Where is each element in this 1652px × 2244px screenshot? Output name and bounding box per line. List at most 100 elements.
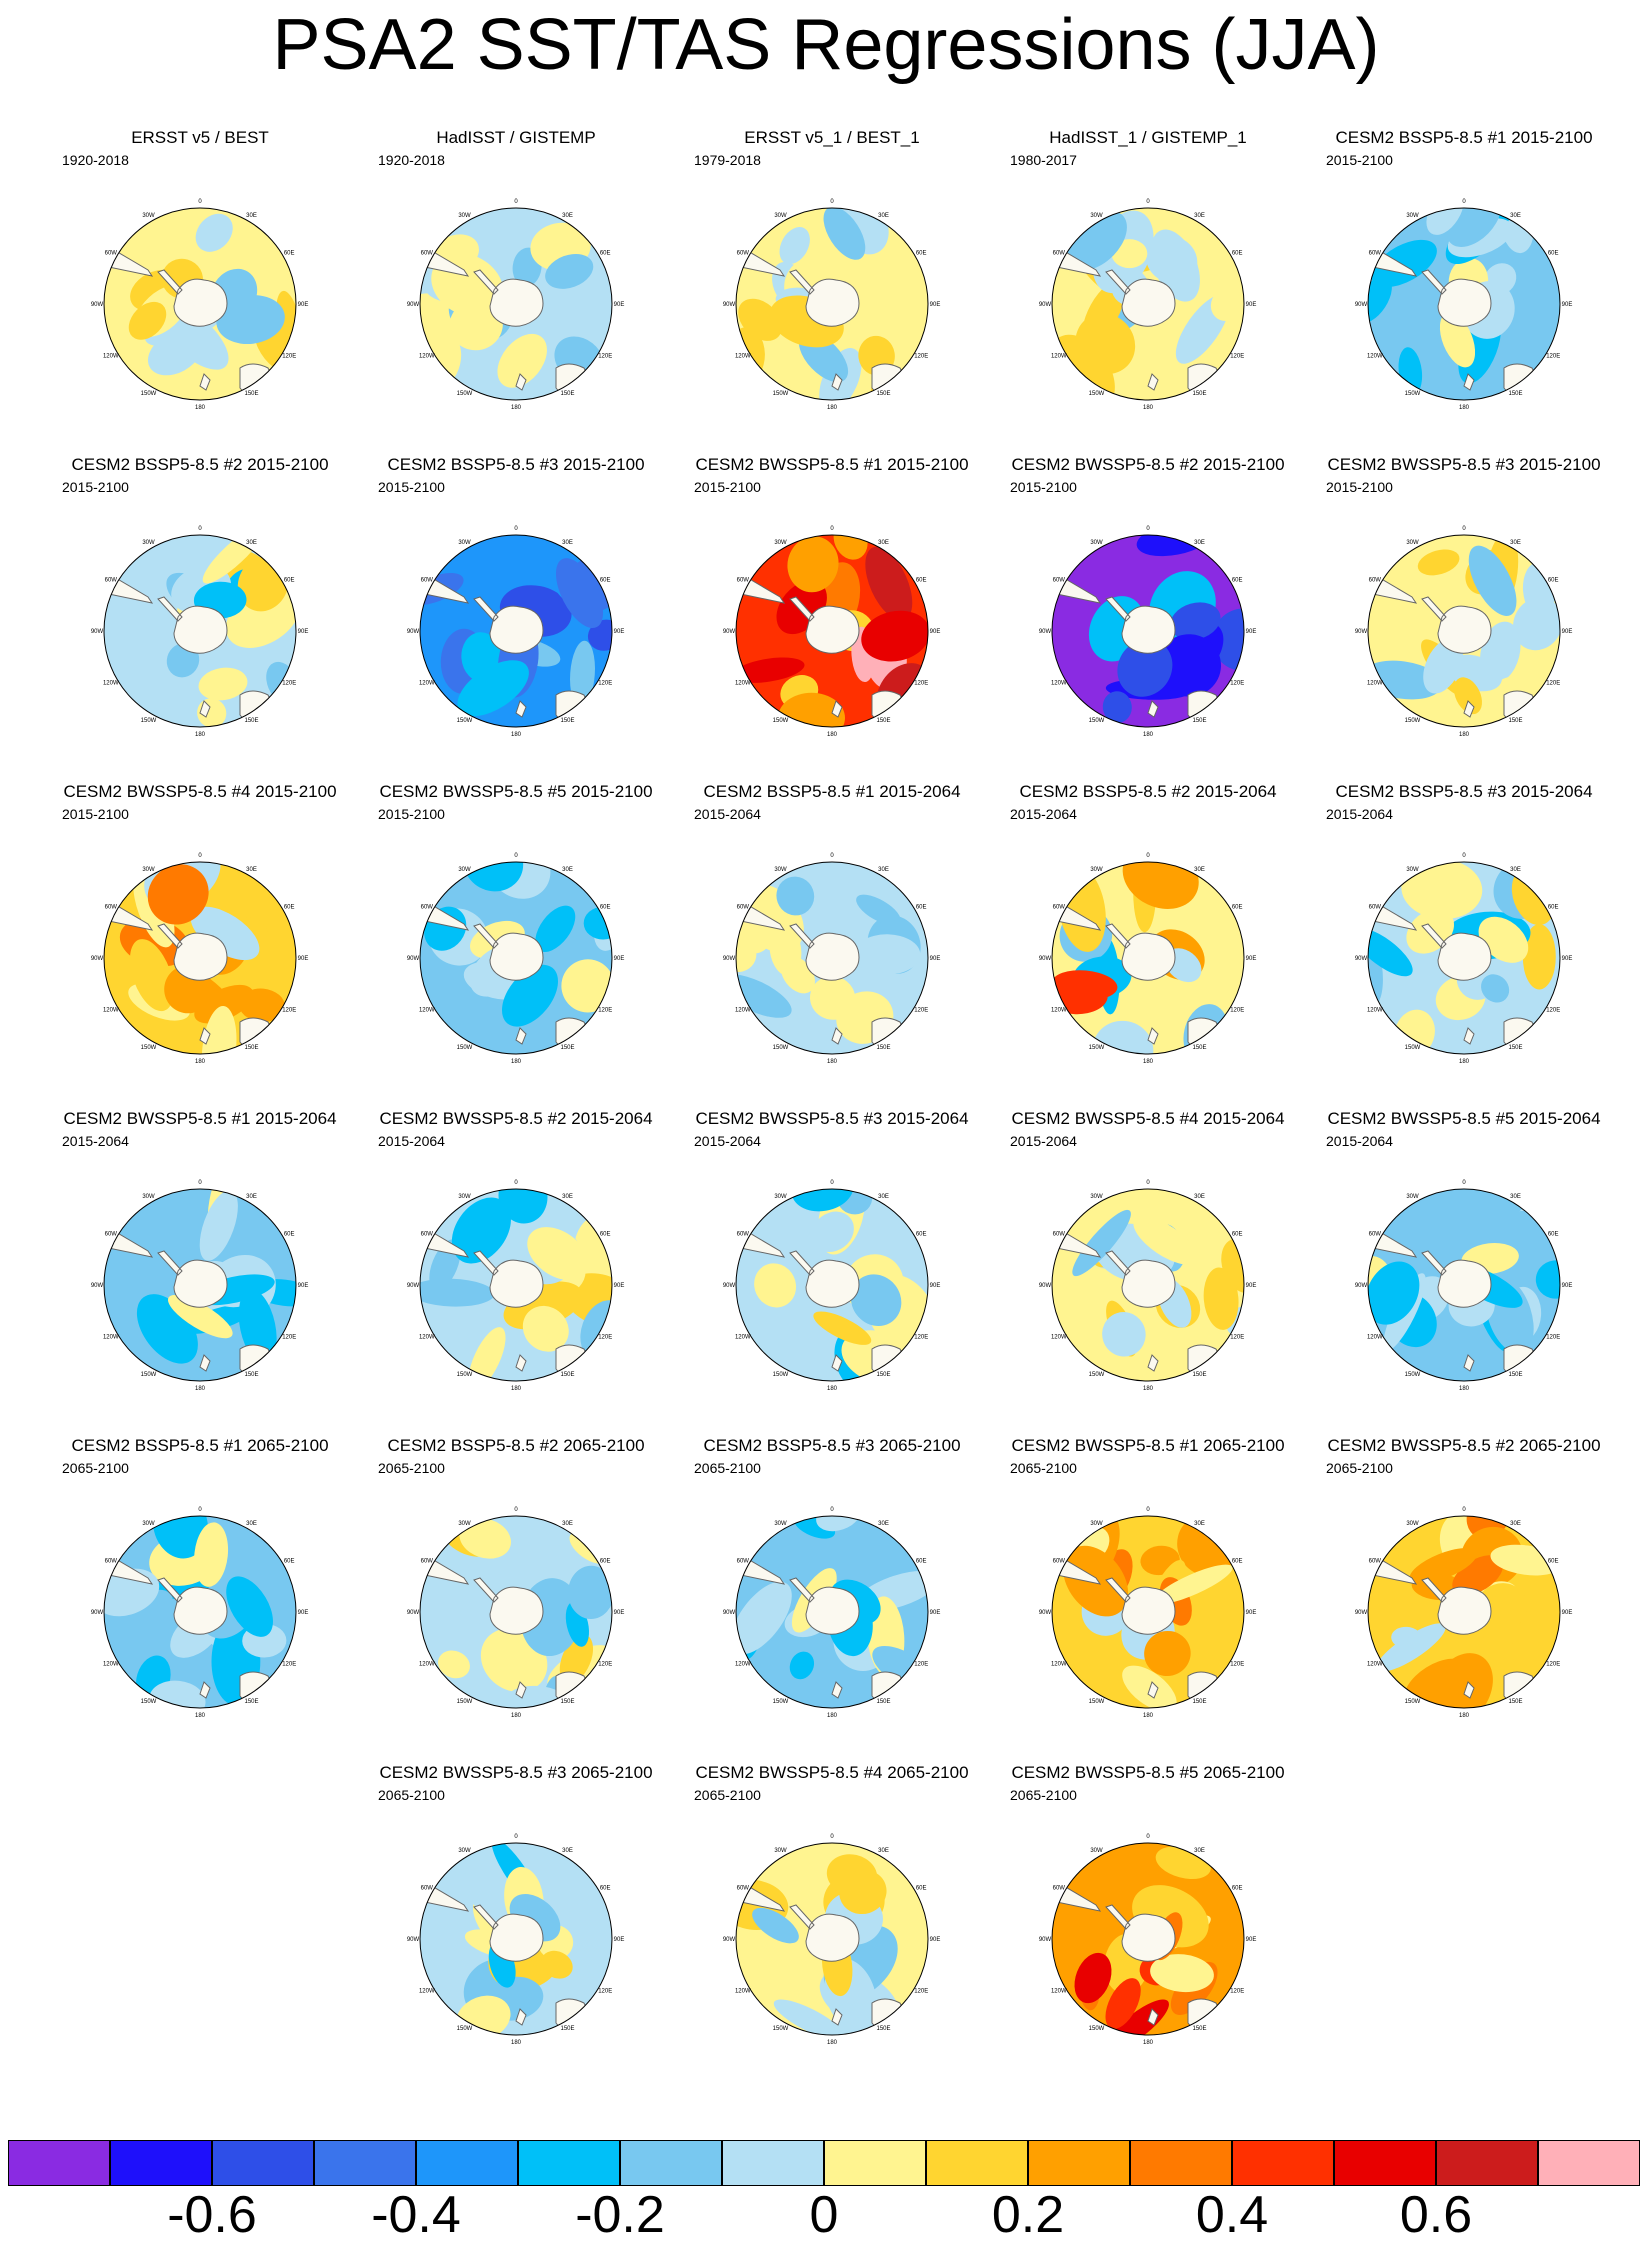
polar-map: 0 30E 60E 90E 120E 150E 180 150W 120W 90W 60W 30W: [723, 1180, 941, 1392]
longitude-label: 120E: [1546, 681, 1560, 687]
longitude-label: 0: [198, 199, 202, 205]
longitude-label: 150W: [141, 718, 157, 724]
antarctica-landmass: [473, 596, 544, 654]
longitude-label: 120E: [598, 1008, 612, 1014]
field-contour: [449, 299, 503, 351]
longitude-label: 60E: [1232, 578, 1243, 584]
field-contour: [1144, 1630, 1191, 1677]
longitude-label: 150W: [1089, 1372, 1105, 1378]
field-contour: [557, 1896, 604, 1939]
longitude-label: 0: [1146, 853, 1150, 859]
map-border: [103, 207, 297, 401]
longitude-label: 30W: [1090, 1521, 1103, 1527]
field-contour: [152, 1516, 209, 1559]
longitude-label: 0: [198, 853, 202, 859]
longitude-label: 180: [827, 1713, 838, 1719]
panel-title: CESM2 BWSSP5-8.5 #1 2065-2100: [1011, 1436, 1285, 1455]
longitude-label: 150W: [1089, 391, 1105, 397]
field-contour: [861, 610, 928, 662]
longitude-label: 150W: [457, 1045, 473, 1051]
map-border: [419, 1188, 613, 1382]
antarctica-landmass: [157, 596, 228, 654]
continent-landmass: [1147, 1354, 1159, 1372]
panel-years: 2015-2064: [62, 1133, 129, 1149]
longitude-label: 90E: [1562, 629, 1573, 635]
longitude-label: 90E: [1562, 302, 1573, 308]
continent-landmass: [199, 700, 211, 718]
continent-landmass: [831, 2008, 843, 2026]
map-panel: CESM2 BWSSP5-8.5 #3 2015-2100 2015-2100 0 3…: [1304, 455, 1624, 781]
colorbar-tick-label: 0: [809, 2186, 839, 2244]
continent-landmass: [1543, 208, 1560, 239]
field-contour: [736, 243, 787, 301]
polar-map: 0 30E 60E 90E 120E 150E 180 150W 120W 90W 60W 30W: [1039, 1834, 1257, 2046]
longitude-label: 90E: [614, 956, 625, 962]
longitude-label: 90E: [614, 1610, 625, 1616]
longitude-label: 120E: [914, 1335, 928, 1341]
colorbar-segment: [314, 2140, 416, 2186]
longitude-label: 150E: [1508, 1045, 1522, 1051]
field-contour: [1481, 974, 1510, 1003]
longitude-label: 150W: [773, 718, 789, 724]
panel-title: CESM2 BSSP5-8.5 #1 2065-2100: [71, 1436, 329, 1455]
panel-years: 2015-2064: [694, 1133, 761, 1149]
colorbar-segment: [110, 2140, 212, 2186]
longitude-label: 180: [511, 732, 522, 738]
panel-years: 2065-2100: [62, 1460, 129, 1476]
map-panel: CESM2 BSSP5-8.5 #1 2065-2100 2065-2100 0 30…: [40, 1436, 360, 1762]
longitude-label: 60W: [1369, 251, 1382, 257]
longitude-label: 60E: [600, 578, 611, 584]
longitude-label: 30W: [1406, 1521, 1419, 1527]
panel-years: 2015-2100: [1326, 479, 1393, 495]
longitude-label: 60W: [105, 578, 118, 584]
longitude-label: 60W: [737, 251, 750, 257]
panel-years: 2065-2100: [694, 1460, 761, 1476]
longitude-label: 0: [514, 853, 518, 859]
polar-map: 0 30E 60E 90E 120E 150E 180 150W 120W 90W 60W 30W: [723, 1507, 941, 1719]
panel-title: CESM2 BSSP5-8.5 #2 2015-2100: [71, 455, 329, 474]
field-contour: [865, 546, 913, 621]
longitude-label: 180: [1459, 732, 1470, 738]
longitude-label: 150E: [1508, 1372, 1522, 1378]
longitude-label: 90E: [930, 956, 941, 962]
colorbar-segment: [620, 2140, 722, 2186]
longitude-label: 30W: [142, 1521, 155, 1527]
continent-landmass: [911, 862, 928, 893]
map-border: [1051, 207, 1245, 401]
field-contour: [216, 295, 285, 345]
map-panel: CESM2 BSSP5-8.5 #2 2065-2100 2065-2100 0 30…: [356, 1436, 676, 1762]
longitude-label: 90W: [407, 956, 420, 962]
map-panel: CESM2 BSSP5-8.5 #3 2065-2100 2065-2100 0 30…: [672, 1436, 992, 1762]
longitude-label: 90E: [930, 629, 941, 635]
field-contour: [1133, 1216, 1198, 1265]
antarctica-landmass: [1105, 923, 1176, 981]
longitude-label: 180: [1459, 1059, 1470, 1065]
field-contour: [1453, 677, 1483, 715]
map-panel: CESM2 BSSP5-8.5 #3 2015-2064 2015-2064 0 30…: [1304, 782, 1624, 1108]
field-contour: [147, 864, 209, 925]
panel-title: CESM2 BWSSP5-8.5 #5 2015-2100: [379, 782, 653, 801]
longitude-label: 60W: [1053, 1559, 1066, 1565]
longitude-label: 30E: [1194, 540, 1205, 546]
continent-landmass: [199, 1681, 211, 1699]
antarctica-landmass: [1421, 596, 1492, 654]
panel-years: 2065-2100: [378, 1460, 445, 1476]
field-contour: [833, 535, 868, 560]
longitude-label: 120W: [103, 1662, 119, 1668]
longitude-label: 60E: [1232, 1232, 1243, 1238]
polar-map: 0 30E 60E 90E 120E 150E 180 150W 120W 90W 60W 30W: [407, 1834, 625, 2046]
field-contour: [1535, 1260, 1560, 1299]
panel-years: 2065-2100: [694, 1787, 761, 1803]
longitude-label: 90W: [723, 302, 736, 308]
longitude-label: 30E: [562, 1848, 573, 1854]
longitude-label: 150W: [773, 1699, 789, 1705]
longitude-label: 30E: [562, 1521, 573, 1527]
longitude-label: 120E: [914, 1989, 928, 1995]
longitude-label: 90W: [1039, 956, 1052, 962]
panel-title: CESM2 BWSSP5-8.5 #4 2065-2100: [695, 1763, 969, 1782]
panel-title: CESM2 BWSSP5-8.5 #4 2015-2064: [1011, 1109, 1285, 1128]
field-contour: [856, 894, 901, 926]
map-border: [1367, 1188, 1561, 1382]
longitude-label: 60W: [105, 905, 118, 911]
longitude-label: 120E: [914, 354, 928, 360]
